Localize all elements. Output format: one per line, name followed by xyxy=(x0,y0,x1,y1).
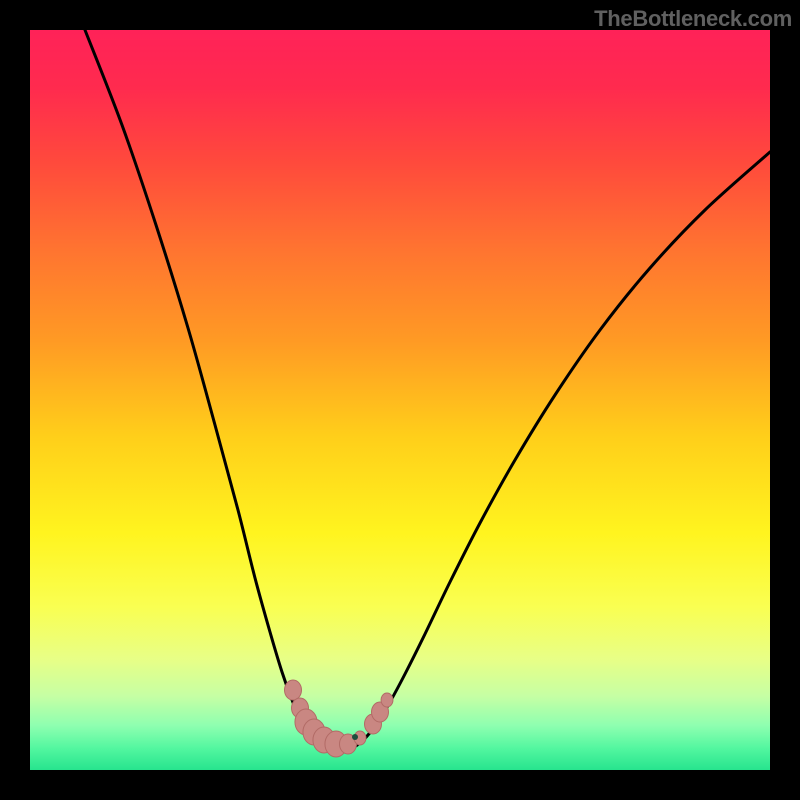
plot-area xyxy=(30,30,770,770)
cluster-point xyxy=(381,693,393,707)
figure-outer: TheBottleneck.com xyxy=(0,0,800,800)
curve-left-branch xyxy=(85,30,342,750)
watermark-text: TheBottleneck.com xyxy=(594,6,792,32)
curve-right-branch xyxy=(342,152,770,750)
marker-dot xyxy=(352,734,358,740)
curve-layer xyxy=(30,30,770,770)
cluster-points xyxy=(285,680,393,757)
cluster-point xyxy=(285,680,302,700)
